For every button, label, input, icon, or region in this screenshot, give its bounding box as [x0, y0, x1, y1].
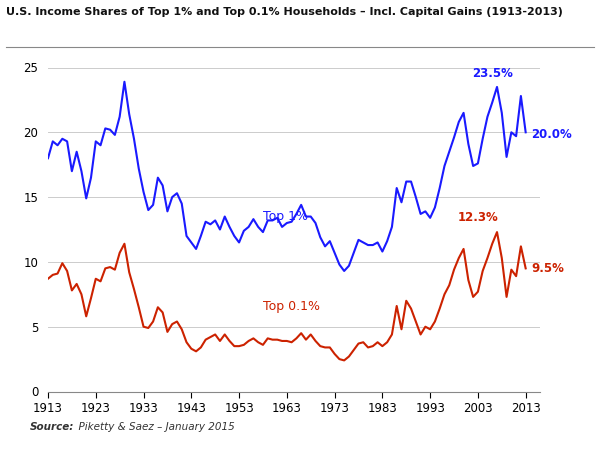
Text: 23.5%: 23.5%: [472, 68, 512, 81]
Text: U.S. Income Shares of Top 1% and Top 0.1% Households – Incl. Capital Gains (1913: U.S. Income Shares of Top 1% and Top 0.1…: [6, 7, 563, 17]
Text: 20.0%: 20.0%: [532, 128, 572, 141]
Text: Top 1%: Top 1%: [263, 211, 308, 224]
Text: Source:: Source:: [30, 422, 74, 432]
Text: Piketty & Saez – January 2015: Piketty & Saez – January 2015: [72, 422, 235, 432]
Text: 12.3%: 12.3%: [458, 212, 498, 224]
Text: 9.5%: 9.5%: [532, 262, 564, 275]
Text: Top 0.1%: Top 0.1%: [263, 300, 320, 313]
